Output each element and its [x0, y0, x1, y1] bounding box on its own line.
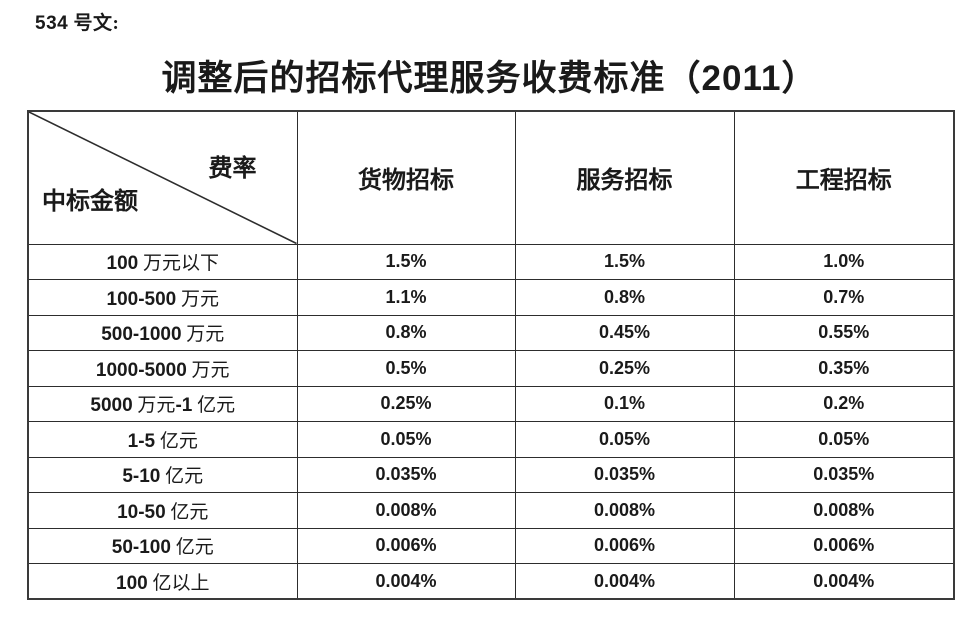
fee-rate-cell: 1.1%: [296, 279, 516, 316]
fee-rate-cell: 0.25%: [514, 350, 735, 387]
corner-label-rate: 费率: [208, 156, 257, 182]
fee-rate-cell: 0.008%: [514, 492, 735, 529]
fee-rate-cell: 0.006%: [296, 527, 516, 564]
fee-standard-table: 费率 中标金额 货物招标 服务招标 工程招标 100 万元以下 1.5% 1.5…: [27, 110, 955, 600]
table-row: 50-100 亿元 0.006% 0.006% 0.006%: [27, 527, 955, 564]
table-row: 5-10 亿元 0.035% 0.035% 0.035%: [27, 456, 955, 493]
table-row: 10-50 亿元 0.008% 0.008% 0.008%: [27, 492, 955, 529]
fee-rate-cell: 0.55%: [733, 314, 955, 351]
fee-rate-cell: 0.25%: [296, 385, 516, 422]
amount-range-cell: 5000 万元-1 亿元: [27, 385, 298, 422]
page-title: 调整后的招标代理服务收费标准（2011）: [161, 59, 818, 98]
diagonal-corner-cell: 费率 中标金额: [27, 110, 298, 245]
table-row: 500-1000 万元 0.8% 0.45% 0.55%: [27, 314, 955, 351]
amount-range-cell: 100 万元以下: [27, 243, 298, 280]
column-header-engineering: 工程招标: [733, 110, 955, 245]
fee-rate-cell: 0.004%: [296, 563, 516, 600]
fee-rate-cell: 1.5%: [296, 243, 516, 280]
table-row: 100-500 万元 1.1% 0.8% 0.7%: [27, 279, 955, 316]
fee-rate-cell: 1.0%: [733, 243, 955, 280]
table-row: 1-5 亿元 0.05% 0.05% 0.05%: [27, 421, 955, 458]
fee-rate-cell: 0.8%: [296, 314, 516, 351]
fee-rate-cell: 0.05%: [733, 421, 955, 458]
table-row: 100 亿以上 0.004% 0.004% 0.004%: [27, 563, 955, 600]
fee-rate-cell: 0.05%: [514, 421, 735, 458]
doc-number: 534 号文:: [35, 13, 120, 34]
table-header-row: 费率 中标金额 货物招标 服务招标 工程招标: [27, 110, 955, 245]
fee-rate-cell: 1.5%: [514, 243, 735, 280]
table-row: 100 万元以下 1.5% 1.5% 1.0%: [27, 243, 955, 280]
amount-range-cell: 100-500 万元: [27, 279, 298, 316]
fee-rate-cell: 0.8%: [514, 279, 735, 316]
fee-rate-cell: 0.004%: [733, 563, 955, 600]
table-row: 1000-5000 万元 0.5% 0.25% 0.35%: [27, 350, 955, 387]
amount-range-cell: 10-50 亿元: [27, 492, 298, 529]
amount-range-cell: 1-5 亿元: [27, 421, 298, 458]
table-row: 5000 万元-1 亿元 0.25% 0.1% 0.2%: [27, 385, 955, 422]
amount-range-cell: 100 亿以上: [27, 563, 298, 600]
column-header-services: 服务招标: [514, 110, 735, 245]
fee-rate-cell: 0.05%: [296, 421, 516, 458]
fee-rate-cell: 0.008%: [296, 492, 516, 529]
fee-rate-cell: 0.035%: [733, 456, 955, 493]
fee-rate-cell: 0.006%: [514, 527, 735, 564]
fee-rate-cell: 0.004%: [514, 563, 735, 600]
fee-rate-cell: 0.008%: [733, 492, 955, 529]
fee-rate-cell: 0.2%: [733, 385, 955, 422]
corner-label-bid-amount: 中标金额: [42, 188, 138, 215]
fee-rate-cell: 0.035%: [514, 456, 735, 493]
amount-range-cell: 500-1000 万元: [27, 314, 298, 351]
column-header-goods: 货物招标: [296, 110, 516, 245]
fee-rate-cell: 0.45%: [514, 314, 735, 351]
diagonal-divider-line: [29, 112, 296, 243]
fee-rate-cell: 0.5%: [296, 350, 516, 387]
fee-rate-cell: 0.006%: [733, 527, 955, 564]
fee-rate-cell: 0.1%: [514, 385, 735, 422]
amount-range-cell: 5-10 亿元: [27, 456, 298, 493]
amount-range-cell: 1000-5000 万元: [27, 350, 298, 387]
fee-rate-cell: 0.35%: [733, 350, 955, 387]
amount-range-cell: 50-100 亿元: [27, 527, 298, 564]
fee-rate-cell: 0.7%: [733, 279, 955, 316]
fee-rate-cell: 0.035%: [296, 456, 516, 493]
